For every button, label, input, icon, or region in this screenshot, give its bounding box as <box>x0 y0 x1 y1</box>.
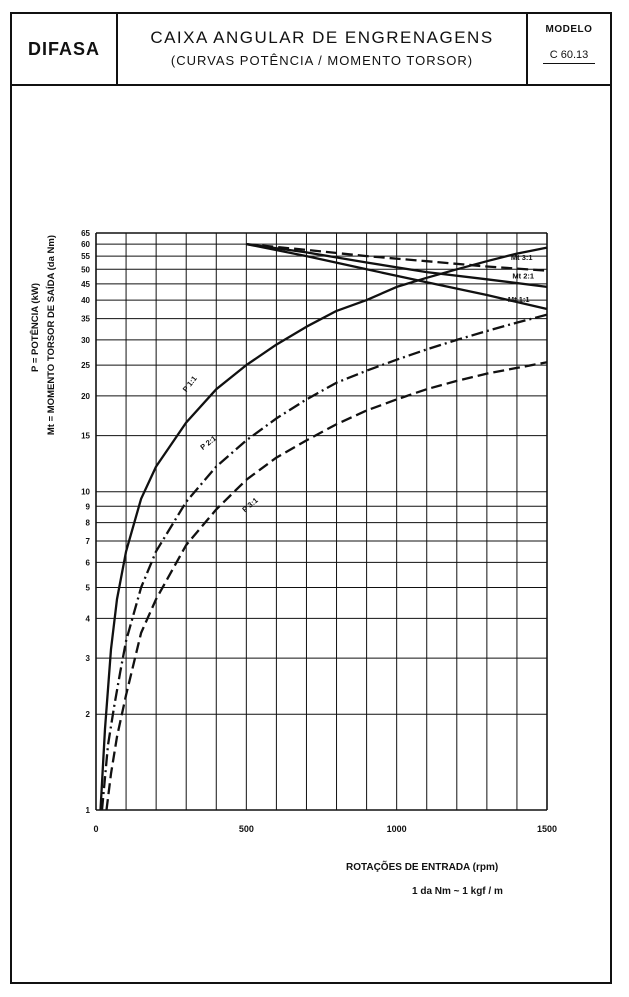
title-block: DIFASA CAIXA ANGULAR DE ENGRENAGENS (CUR… <box>12 14 610 86</box>
x-tick-label: 1000 <box>387 824 407 834</box>
y-tick-label: 1 <box>86 806 91 815</box>
y-tick-label: 60 <box>81 240 90 249</box>
x-tick-label: 0 <box>93 824 98 834</box>
y-tick-label: 25 <box>81 361 90 370</box>
y-tick-label: 6 <box>86 558 91 567</box>
y-tick-label: 8 <box>86 519 91 528</box>
y-tick-label: 20 <box>81 392 90 401</box>
series-line-p-1-1 <box>99 246 548 811</box>
y-tick-label: 7 <box>86 537 91 546</box>
y-tick-label: 65 <box>81 229 90 238</box>
y-tick-label: 15 <box>81 432 90 441</box>
y-tick-label: 30 <box>81 336 90 345</box>
y-tick-label: 5 <box>86 584 91 593</box>
y-tick-label: 3 <box>86 654 91 663</box>
y-tick-label: 50 <box>81 265 90 274</box>
series-label: P 2:1 <box>198 434 218 452</box>
model-value: C 60.13 <box>543 49 595 64</box>
y-axis-title-torque: Mt = MOMENTO TORSOR DE SAÍDA (da Nm) <box>46 235 57 435</box>
y-tick-label: 4 <box>86 614 91 623</box>
y-tick-label: 40 <box>81 296 90 305</box>
series-label: Mt 2:1 <box>512 271 534 280</box>
chart-title: CAIXA ANGULAR DE ENGRENAGENS <box>150 28 494 47</box>
y-tick-label: 10 <box>81 488 90 497</box>
series-line-mt-3-1 <box>246 242 548 272</box>
model-label: MODELO <box>545 24 593 35</box>
y-tick-label: 2 <box>86 710 91 719</box>
y-tick-label: 55 <box>81 252 90 261</box>
series-line-p-2-1 <box>100 313 548 811</box>
brand-logo: DIFASA <box>12 14 118 84</box>
model-cell: MODELO C 60.13 <box>528 14 610 84</box>
x-axis-title: ROTAÇÕES DE ENTRADA (rpm) <box>346 862 499 873</box>
series-label: Mt 3:1 <box>511 253 533 262</box>
unit-note: 1 da Nm ~ 1 kgf / m <box>412 886 503 897</box>
series-line-mt-2-1 <box>246 242 548 289</box>
series-line-mt-1-1 <box>246 242 548 311</box>
drawing-sheet: DIFASA CAIXA ANGULAR DE ENGRENAGENS (CUR… <box>10 12 612 984</box>
y-axis-title-power: P = POTÊNCIA (kW) <box>29 283 41 372</box>
x-tick-label: 500 <box>239 824 254 834</box>
title-cell: CAIXA ANGULAR DE ENGRENAGENS (CURVAS POT… <box>118 14 528 84</box>
series-line-p-3-1 <box>105 361 548 811</box>
series-label: Mt 1:1 <box>508 295 530 304</box>
y-tick-label: 35 <box>81 315 90 324</box>
chart-subtitle: (CURVAS POTÊNCIA / MOMENTO TORSOR) <box>170 53 474 68</box>
series-label: P 1:1 <box>181 374 199 394</box>
y-tick-label: 9 <box>86 502 91 511</box>
x-tick-label: 1500 <box>537 824 557 834</box>
y-tick-label: 45 <box>81 280 90 289</box>
series-label: P 3:1 <box>240 496 259 514</box>
